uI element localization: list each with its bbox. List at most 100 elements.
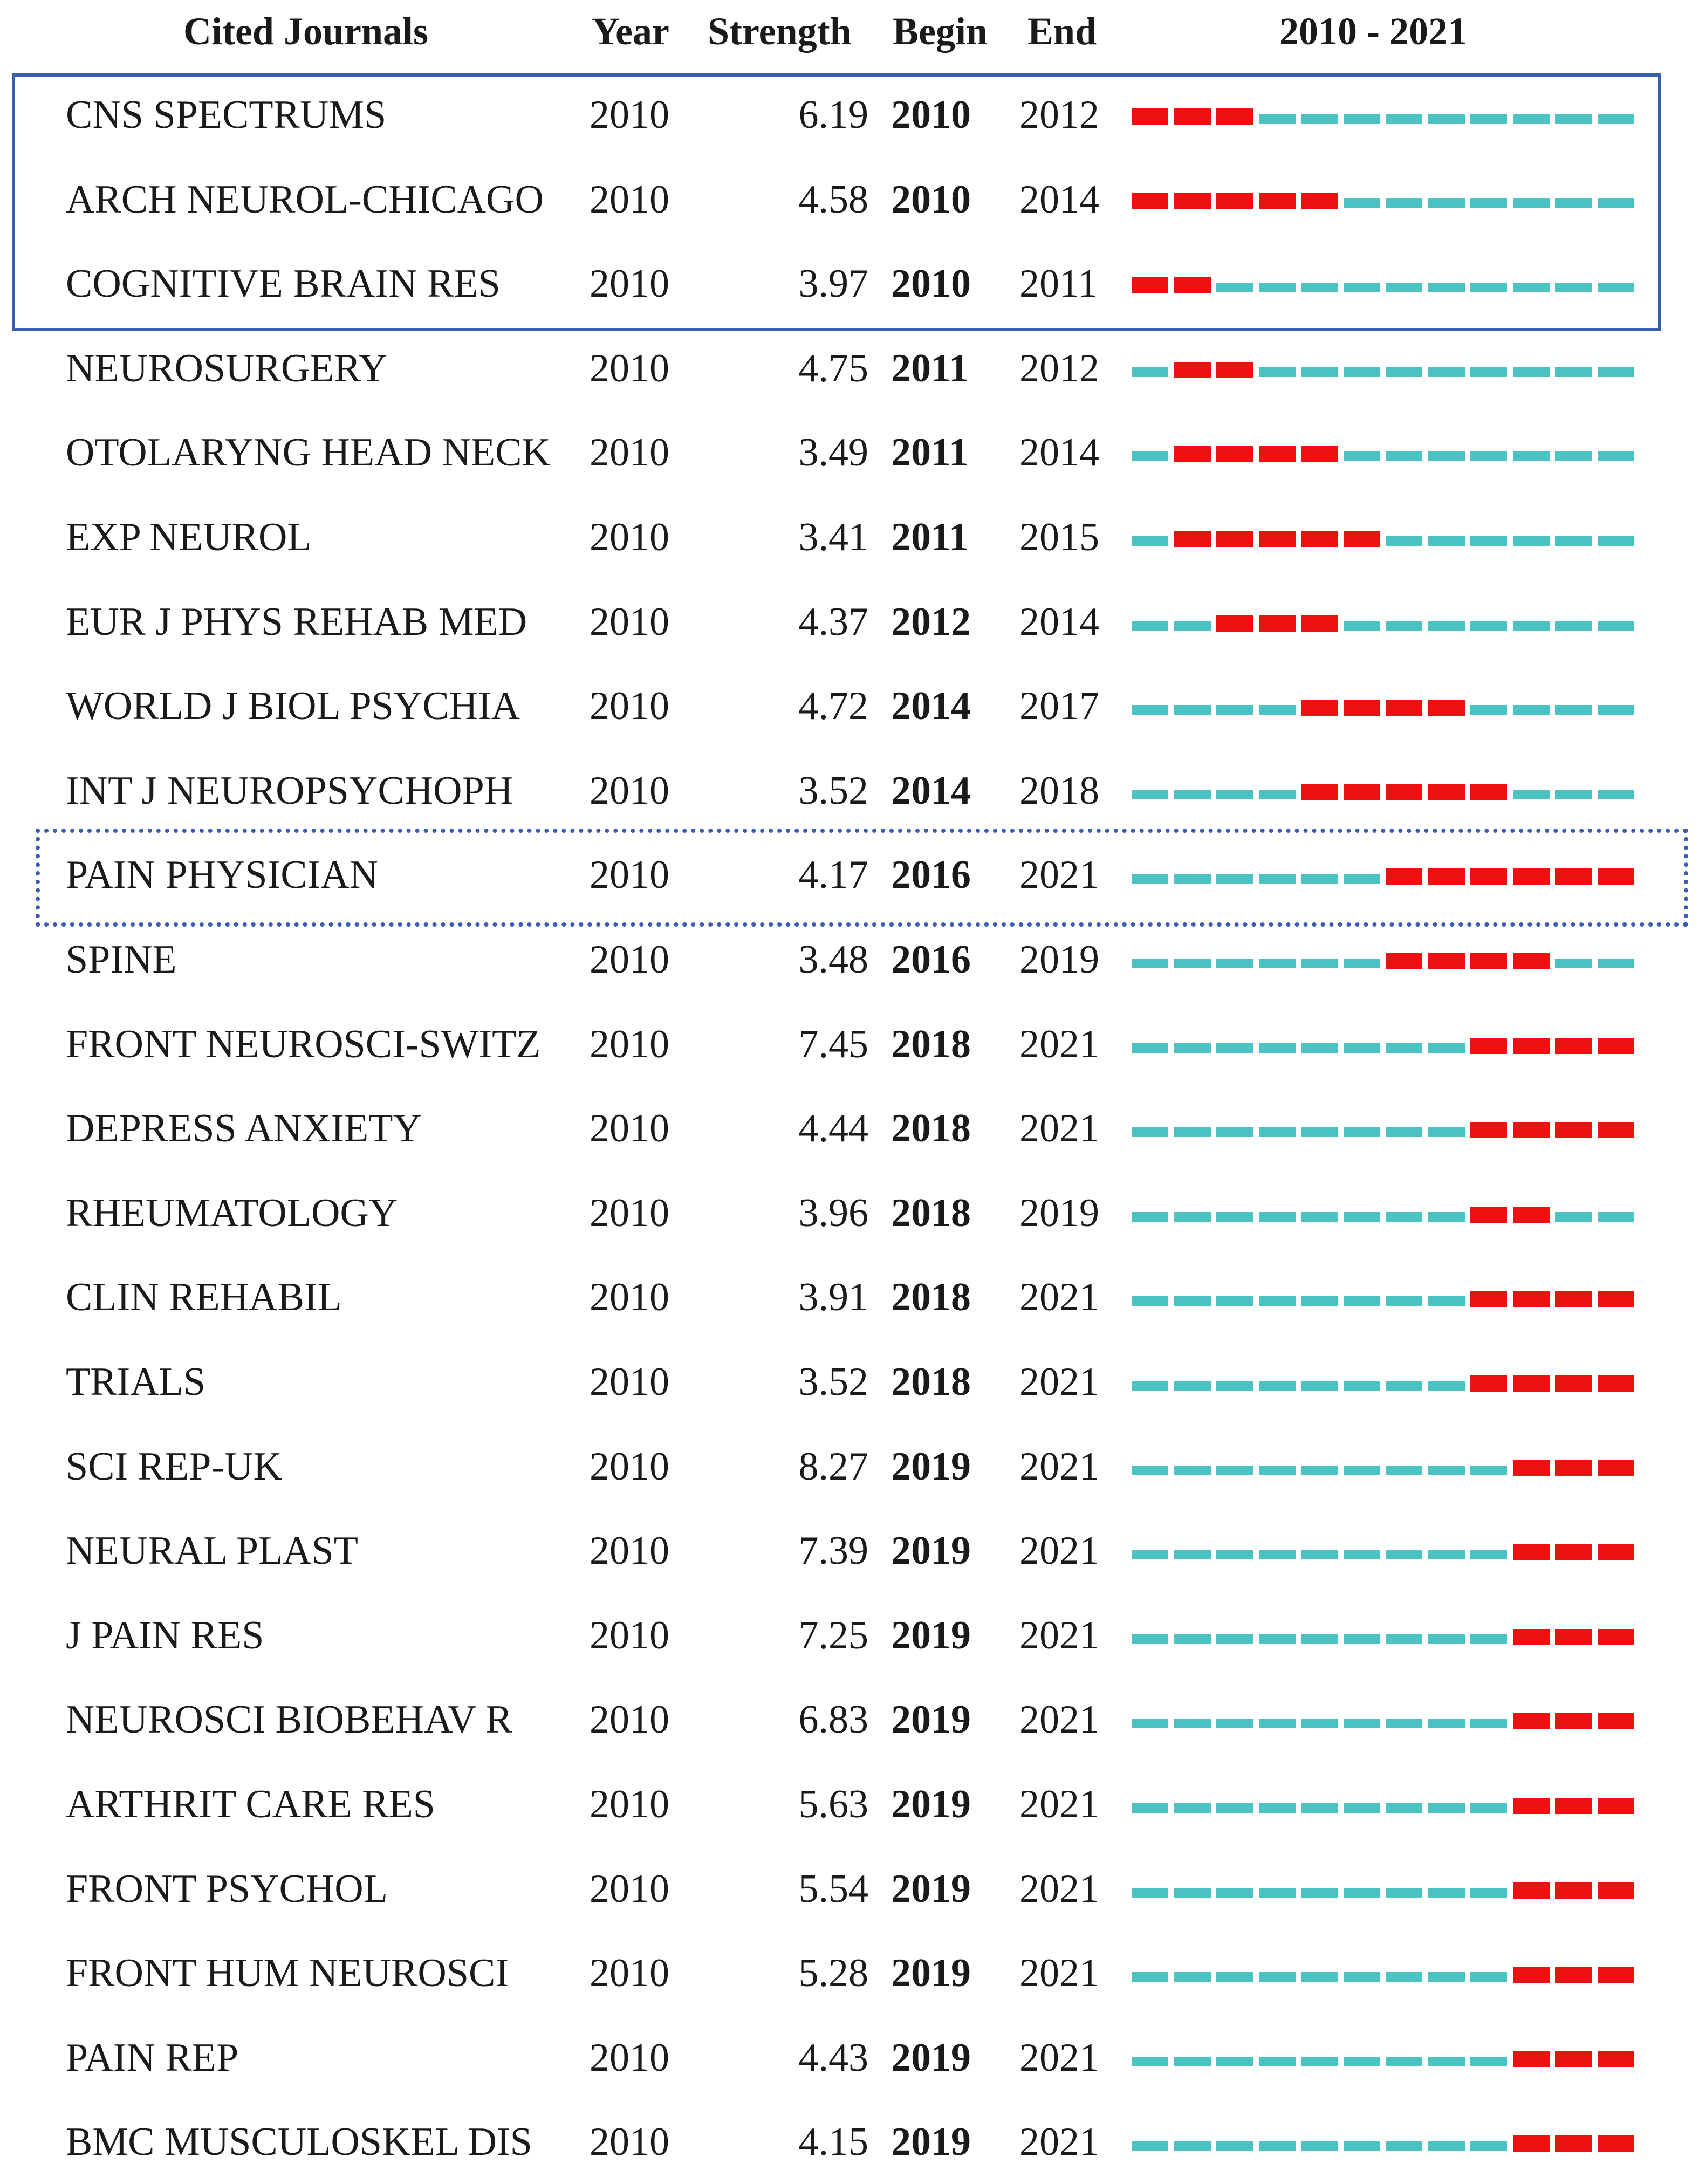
baseline-segment [1386,1803,1422,1813]
table-row: ARTHRIT CARE RES 2010 5.63 2019 2021 [0,1762,1699,1846]
burst-segment [1555,1628,1592,1645]
burst-segment [1555,1460,1592,1476]
burst-segment [1470,1291,1507,1307]
baseline-segment [1258,2056,1296,2066]
burst-segment [1470,868,1507,885]
strength-cell: 4.43 [798,2035,869,2080]
baseline-segment [1132,1296,1168,1306]
burst-segment [1470,1206,1507,1223]
table-row: TRIALS 2010 3.52 2018 2021 [0,1340,1699,1424]
burst-segment [1597,1798,1634,1814]
journal-name: FRONT PSYCHOL [66,1866,388,1911]
baseline-segment [1132,1211,1168,1222]
highlight-box-early-bursts [12,73,1661,331]
year-cell: 2010 [590,2120,669,2165]
baseline-segment [1428,198,1465,208]
baseline-segment [1174,1043,1211,1053]
begin-cell: 2019 [891,2035,971,2080]
baseline-segment [1174,1550,1211,1560]
begin-cell: 2019 [891,1782,971,1826]
baseline-segment [1132,789,1168,799]
end-cell: 2021 [1019,1866,1099,1911]
year-cell: 2010 [590,1697,669,1742]
baseline-segment [1258,367,1296,377]
baseline-segment [1343,620,1380,631]
end-cell: 2015 [1019,515,1099,559]
baseline-segment [1174,1972,1211,1982]
baseline-segment [1470,2056,1507,2066]
baseline-segment [1555,283,1592,293]
burst-segment [1512,1967,1550,1983]
strength-cell: 3.97 [798,262,869,306]
baseline-segment [1470,1634,1507,1644]
header-year: Year [592,10,669,53]
year-cell: 2010 [590,1275,669,1320]
burst-segment [1512,1037,1550,1054]
baseline-segment [1174,2056,1211,2066]
baseline-segment [1301,1465,1338,1475]
baseline-segment [1174,1719,1211,1729]
strength-cell: 4.17 [798,853,869,898]
baseline-segment [1301,283,1338,293]
strength-cell: 3.48 [798,937,869,982]
baseline-segment [1301,1381,1338,1391]
end-cell: 2021 [1019,1951,1099,1996]
burst-segment [1174,361,1211,378]
baseline-segment [1470,451,1507,462]
burst-segment [1555,1291,1592,1307]
journal-name: INT J NEUROPSYCHOPH [66,768,513,813]
strength-cell: 6.83 [798,1697,869,1742]
begin-cell: 2019 [891,1697,971,1742]
baseline-segment [1301,1887,1338,1898]
journal-name: PAIN REP [66,2035,239,2080]
burst-segment [1174,277,1211,294]
baseline-segment [1597,114,1634,124]
begin-cell: 2011 [891,430,969,475]
end-cell: 2021 [1019,1444,1099,1489]
baseline-segment [1174,1296,1211,1306]
strength-cell: 3.52 [798,768,869,813]
baseline-segment [1301,1550,1338,1560]
baseline-segment [1216,959,1253,968]
baseline-segment [1470,536,1507,546]
strength-cell: 8.27 [798,1444,869,1489]
burst-segment [1174,193,1211,209]
begin-cell: 2011 [891,515,969,559]
end-cell: 2017 [1019,684,1099,729]
baseline-segment [1174,2141,1211,2151]
baseline-segment [1216,1803,1253,1813]
begin-cell: 2014 [891,684,971,729]
burst-segment [1470,784,1507,800]
baseline-segment [1301,1972,1338,1982]
strength-cell: 3.49 [798,430,869,475]
baseline-segment [1258,114,1296,124]
burst-segment [1597,1967,1634,1983]
baseline-segment [1343,1465,1380,1475]
journal-name: SPINE [66,937,177,982]
baseline-segment [1386,451,1422,462]
year-cell: 2010 [590,599,669,644]
baseline-segment [1386,1043,1422,1053]
baseline-segment [1301,1211,1338,1222]
journal-name: EXP NEUROL [66,515,312,559]
baseline-segment [1343,1296,1380,1306]
baseline-segment [1555,789,1592,799]
baseline-segment [1132,1972,1168,1982]
burst-segment [1428,700,1465,716]
baseline-segment [1555,451,1592,462]
table-row: COGNITIVE BRAIN RES 2010 3.97 2010 2011 [0,242,1699,326]
burst-segment [1386,784,1422,800]
baseline-segment [1216,1211,1253,1222]
end-cell: 2021 [1019,1529,1099,1573]
burst-segment [1132,277,1168,294]
burst-segment [1555,2051,1592,2067]
burst-segment [1597,1037,1634,1054]
baseline-segment [1428,1465,1465,1475]
baseline-segment [1132,1887,1168,1898]
strength-cell: 3.91 [798,1275,869,1320]
baseline-segment [1470,705,1507,715]
burst-segment [1555,1122,1592,1139]
begin-cell: 2019 [891,2120,971,2165]
begin-cell: 2019 [891,1529,971,1573]
